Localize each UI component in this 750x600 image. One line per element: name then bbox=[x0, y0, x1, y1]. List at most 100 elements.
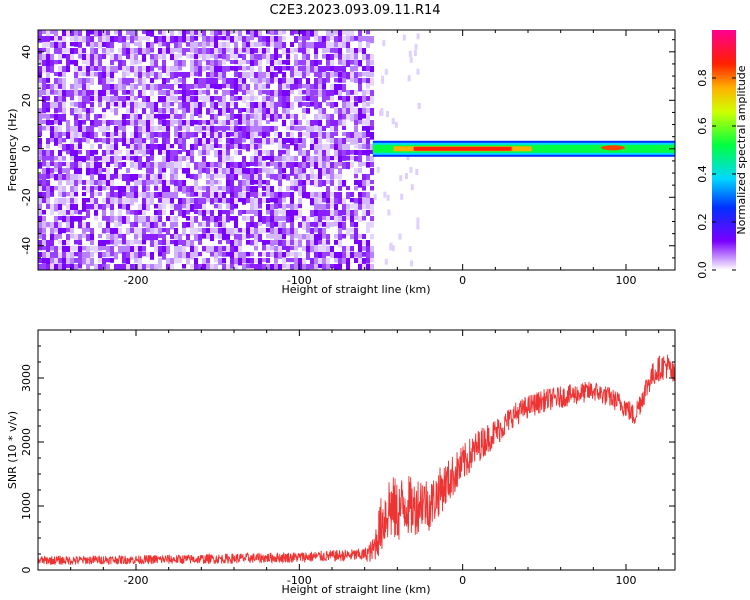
spectrogram-cell bbox=[400, 193, 404, 200]
spectrogram-cell bbox=[38, 156, 42, 161]
spectrogram-cell bbox=[366, 204, 370, 209]
spectrogram-cell bbox=[286, 102, 290, 110]
spectrogram-cell bbox=[102, 84, 106, 92]
spectrogram-cell bbox=[262, 126, 266, 134]
spectrogram-cell bbox=[74, 210, 78, 214]
spectrogram-cell bbox=[154, 174, 158, 182]
spectrogram-cell bbox=[362, 138, 366, 146]
spectrogram-cell bbox=[50, 54, 54, 61]
spectrogram-cell bbox=[210, 138, 214, 143]
spectrogram-cell bbox=[416, 33, 420, 40]
spectrogram-cell bbox=[310, 210, 314, 217]
spectrogram-cell bbox=[146, 150, 150, 155]
spectrogram-cell bbox=[190, 174, 194, 180]
spectrogram-cell bbox=[366, 264, 370, 270]
spectrogram-cell bbox=[142, 30, 146, 34]
spectrogram-cell bbox=[66, 216, 70, 223]
spectrogram-cell bbox=[362, 126, 366, 131]
spectrogram-cell bbox=[322, 210, 326, 217]
spectrogram-cell bbox=[254, 246, 258, 251]
snr-series bbox=[38, 354, 675, 566]
spectrogram-cell bbox=[102, 36, 106, 44]
spectrogram-cell bbox=[274, 42, 278, 49]
spectrogram-cell bbox=[138, 162, 142, 170]
spectrogram-cell bbox=[234, 186, 238, 192]
spectrogram-cell bbox=[78, 36, 82, 42]
spectrogram-cell bbox=[370, 204, 374, 210]
spectrogram-cell bbox=[130, 156, 134, 161]
spectrogram-cell bbox=[326, 132, 330, 140]
spectrogram-cell bbox=[182, 168, 186, 174]
spectrogram-cell bbox=[86, 258, 90, 265]
spectrogram-cell bbox=[78, 240, 82, 246]
spectrogram-cell bbox=[42, 120, 46, 124]
spectrogram-cell bbox=[102, 198, 106, 203]
spectrogram-cell bbox=[389, 244, 393, 251]
spectrogram-cell bbox=[150, 252, 154, 260]
spectrogram-cell bbox=[178, 138, 182, 145]
spectrogram-cell bbox=[366, 126, 370, 133]
spectrogram-cell bbox=[342, 252, 346, 259]
spectrogram-cell bbox=[282, 228, 286, 234]
spectrogram-cell bbox=[106, 84, 110, 91]
spectrogram-cell bbox=[102, 138, 106, 144]
spectrogram-cell bbox=[130, 78, 134, 84]
spectrogram-cell bbox=[106, 252, 110, 258]
spectrogram-cell bbox=[366, 30, 370, 35]
spectrogram-cell bbox=[314, 180, 318, 188]
spectrogram-cell bbox=[326, 114, 330, 122]
spectrogram-cell bbox=[162, 138, 166, 144]
spectrogram-cell bbox=[278, 54, 282, 59]
spectrogram-cell bbox=[290, 264, 294, 270]
spectrogram-cell bbox=[198, 210, 202, 216]
spectrogram-cell bbox=[170, 96, 174, 101]
spectrogram-cell bbox=[170, 30, 174, 37]
spectrogram-cell bbox=[182, 180, 186, 188]
spectrogram-cell bbox=[330, 198, 334, 205]
spectrogram-cell bbox=[202, 246, 206, 252]
spectrogram-cell bbox=[66, 180, 70, 186]
spectrogram-cell bbox=[86, 84, 90, 91]
spectrogram-cell bbox=[198, 222, 202, 227]
spectrogram-cell bbox=[194, 120, 198, 125]
spectrogram-cell bbox=[46, 42, 50, 48]
spectrogram-cell bbox=[214, 234, 218, 239]
spectrogram-cell bbox=[38, 228, 42, 236]
spectrogram-cell bbox=[126, 96, 130, 101]
spectrogram-cell bbox=[170, 66, 174, 72]
spectrogram-cell bbox=[174, 228, 178, 236]
spectrogram-cell bbox=[338, 72, 342, 78]
spectrogram-cell bbox=[46, 60, 50, 67]
spectrogram-cell bbox=[210, 246, 214, 254]
spectrogram-cell bbox=[158, 150, 162, 155]
spectrogram-cell bbox=[362, 150, 366, 156]
spectrogram-cell bbox=[206, 258, 210, 264]
spectrogram-cell bbox=[278, 234, 282, 241]
spectrogram-cell bbox=[262, 132, 266, 139]
spectrogram-cell bbox=[58, 186, 62, 194]
spectrogram-cell bbox=[74, 252, 78, 257]
spectrogram-cell bbox=[242, 144, 246, 150]
spectrogram-cell bbox=[416, 217, 420, 224]
spectrogram-cell bbox=[346, 72, 350, 80]
spectrogram-cell bbox=[42, 240, 46, 246]
spectrogram-cell bbox=[282, 156, 286, 162]
spectrogram-cell bbox=[78, 102, 82, 108]
spectrogram-cell bbox=[102, 72, 106, 79]
spectrogram-cell bbox=[214, 48, 218, 54]
spectrogram-cell bbox=[186, 108, 190, 113]
spectrogram-cell bbox=[62, 144, 66, 152]
spectrogram-cell bbox=[134, 186, 138, 194]
spectrogram-cell bbox=[102, 42, 106, 47]
spectrogram-cell bbox=[150, 120, 154, 126]
spectrogram-cell bbox=[238, 252, 242, 260]
signal-secondary-peak bbox=[600, 145, 625, 151]
spectrogram-cell bbox=[358, 156, 362, 163]
spectrogram-cell bbox=[338, 42, 342, 49]
spectrogram-cell bbox=[70, 162, 74, 170]
spectrogram-cell bbox=[310, 120, 314, 128]
spectrogram-cell bbox=[334, 72, 338, 77]
spectrogram-cell bbox=[314, 258, 318, 266]
spectrogram-cell bbox=[82, 72, 86, 77]
spectrogram-cell bbox=[342, 72, 346, 79]
